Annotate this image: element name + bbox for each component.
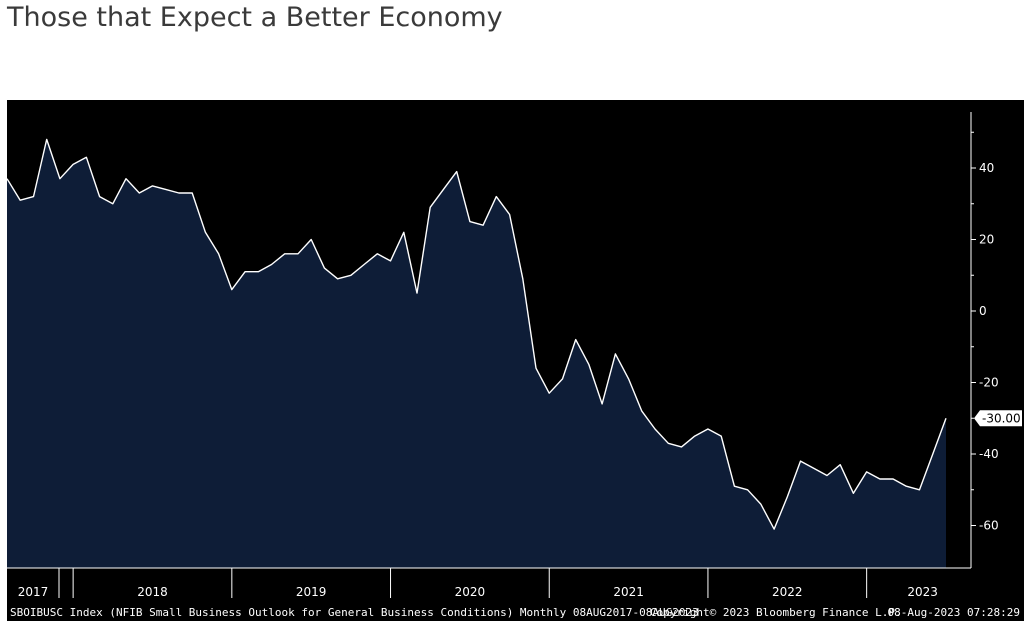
x-tick-label: 2022 bbox=[772, 585, 803, 599]
footer-description: SBOIBUSC Index (NFIB Small Business Outl… bbox=[10, 606, 699, 619]
chart-svg: 40 20 0 -20 -40 -60 -30.00 2017 2018 2019 2020 202… bbox=[7, 100, 1024, 621]
last-value-badge bbox=[974, 410, 1022, 427]
x-tick-label: 2017 bbox=[18, 585, 49, 599]
page-title: Those that Expect a Better Economy bbox=[7, 2, 503, 33]
y-tick-label: 40 bbox=[979, 161, 994, 175]
series-area bbox=[7, 139, 946, 568]
y-tick-label: 20 bbox=[979, 233, 994, 247]
y-tick-label: -40 bbox=[979, 447, 999, 461]
x-tick-label: 2023 bbox=[907, 585, 938, 599]
x-tick-label: 2019 bbox=[296, 585, 327, 599]
x-tick-label: 2021 bbox=[613, 585, 644, 599]
y-axis: 40 20 0 -20 -40 -60 -30.00 bbox=[970, 112, 1022, 568]
last-value-label: -30.00 bbox=[982, 411, 1021, 425]
plot-layer bbox=[7, 138, 947, 568]
x-tick-label: 2020 bbox=[455, 585, 486, 599]
footer-copyright: Copyright© 2023 Bloomberg Finance L.P. bbox=[650, 606, 902, 619]
chart-frame: 40 20 0 -20 -40 -60 -30.00 2017 2018 2019 2020 202… bbox=[7, 100, 1024, 621]
series-line bbox=[7, 138, 947, 530]
x-axis: 2017 2018 2019 2020 2021 2022 2023 bbox=[7, 567, 971, 599]
y-tick-label: -20 bbox=[979, 376, 999, 390]
chart-footer: SBOIBUSC Index (NFIB Small Business Outl… bbox=[10, 606, 1020, 619]
y-tick-label: -60 bbox=[979, 519, 999, 533]
y-tick-label: 0 bbox=[979, 304, 987, 318]
footer-timestamp: 08-Aug-2023 07:28:29 bbox=[888, 606, 1020, 619]
x-tick-label: 2018 bbox=[137, 585, 168, 599]
